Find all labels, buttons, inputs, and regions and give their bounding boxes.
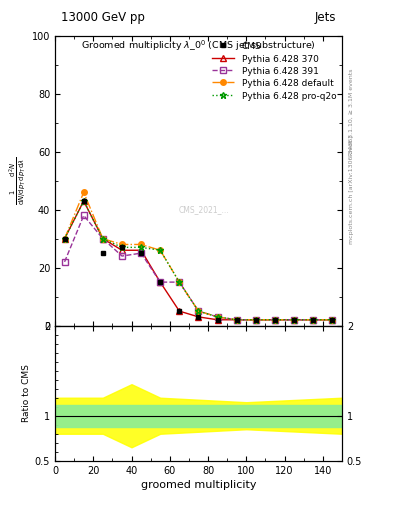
CMS — [119, 244, 124, 250]
Pythia 6.428 default — [81, 189, 86, 196]
Line: Pythia 6.428 370: Pythia 6.428 370 — [62, 198, 335, 323]
Pythia 6.428 pro-q2o — [177, 279, 182, 285]
Pythia 6.428 391 — [158, 279, 163, 285]
Pythia 6.428 391 — [311, 317, 316, 323]
Pythia 6.428 370 — [101, 236, 105, 242]
CMS — [273, 317, 277, 323]
CMS — [215, 317, 220, 323]
Pythia 6.428 default — [215, 314, 220, 320]
Pythia 6.428 pro-q2o — [273, 317, 277, 323]
CMS — [81, 198, 86, 204]
Pythia 6.428 391 — [101, 236, 105, 242]
Pythia 6.428 391 — [81, 212, 86, 219]
Pythia 6.428 pro-q2o — [311, 317, 316, 323]
Pythia 6.428 pro-q2o — [234, 317, 239, 323]
Pythia 6.428 pro-q2o — [139, 244, 143, 250]
CMS — [234, 317, 239, 323]
Pythia 6.428 pro-q2o — [101, 236, 105, 242]
Pythia 6.428 default — [62, 236, 67, 242]
Pythia 6.428 default — [139, 241, 143, 247]
Pythia 6.428 pro-q2o — [330, 317, 335, 323]
CMS — [196, 314, 201, 320]
Pythia 6.428 pro-q2o — [292, 317, 296, 323]
CMS — [253, 317, 258, 323]
Y-axis label: $\frac{1}{\mathrm{d}N/\mathrm{d}p_T}\frac{\mathrm{d}^2N}{\mathrm{d}p_T\,\mathrm{: $\frac{1}{\mathrm{d}N/\mathrm{d}p_T}\fra… — [7, 157, 28, 205]
Pythia 6.428 391 — [330, 317, 335, 323]
Pythia 6.428 default — [177, 279, 182, 285]
Pythia 6.428 default — [234, 317, 239, 323]
Pythia 6.428 default — [330, 317, 335, 323]
Y-axis label: Ratio to CMS: Ratio to CMS — [22, 364, 31, 422]
CMS — [139, 250, 143, 256]
Line: Pythia 6.428 pro-q2o: Pythia 6.428 pro-q2o — [61, 198, 336, 323]
Pythia 6.428 370 — [139, 247, 143, 253]
Pythia 6.428 370 — [292, 317, 296, 323]
Pythia 6.428 391 — [62, 259, 67, 265]
Text: Jets: Jets — [315, 11, 336, 24]
Pythia 6.428 370 — [119, 247, 124, 253]
Text: CMS_2021_...: CMS_2021_... — [179, 205, 230, 214]
Pythia 6.428 391 — [234, 317, 239, 323]
Pythia 6.428 391 — [139, 250, 143, 256]
Pythia 6.428 370 — [311, 317, 316, 323]
Pythia 6.428 default — [311, 317, 316, 323]
Pythia 6.428 370 — [273, 317, 277, 323]
Text: mcplots.cern.ch [arXiv:1306.3436]: mcplots.cern.ch [arXiv:1306.3436] — [349, 135, 354, 244]
Text: 13000 GeV pp: 13000 GeV pp — [61, 11, 145, 24]
Pythia 6.428 391 — [119, 253, 124, 259]
Pythia 6.428 370 — [81, 198, 86, 204]
Pythia 6.428 default — [158, 247, 163, 253]
Pythia 6.428 default — [196, 308, 201, 314]
CMS — [330, 317, 335, 323]
Pythia 6.428 default — [101, 236, 105, 242]
Pythia 6.428 391 — [292, 317, 296, 323]
Pythia 6.428 370 — [234, 317, 239, 323]
Pythia 6.428 391 — [253, 317, 258, 323]
Pythia 6.428 pro-q2o — [215, 314, 220, 320]
Pythia 6.428 pro-q2o — [81, 198, 86, 204]
Line: CMS: CMS — [62, 199, 335, 322]
Pythia 6.428 default — [253, 317, 258, 323]
CMS — [292, 317, 296, 323]
Pythia 6.428 default — [292, 317, 296, 323]
Pythia 6.428 pro-q2o — [196, 308, 201, 314]
CMS — [62, 236, 67, 242]
Pythia 6.428 370 — [158, 279, 163, 285]
Pythia 6.428 370 — [330, 317, 335, 323]
Pythia 6.428 pro-q2o — [253, 317, 258, 323]
Pythia 6.428 391 — [273, 317, 277, 323]
Text: Groomed multiplicity $\lambda\_0^{0}$ (CMS jet substructure): Groomed multiplicity $\lambda\_0^{0}$ (C… — [81, 39, 316, 53]
Pythia 6.428 391 — [196, 308, 201, 314]
Pythia 6.428 default — [119, 241, 124, 247]
Line: Pythia 6.428 391: Pythia 6.428 391 — [62, 212, 335, 323]
Pythia 6.428 pro-q2o — [62, 236, 67, 242]
Pythia 6.428 pro-q2o — [158, 247, 163, 253]
Pythia 6.428 default — [273, 317, 277, 323]
X-axis label: groomed multiplicity: groomed multiplicity — [141, 480, 256, 490]
Legend: CMS, Pythia 6.428 370, Pythia 6.428 391, Pythia 6.428 default, Pythia 6.428 pro-: CMS, Pythia 6.428 370, Pythia 6.428 391,… — [209, 39, 339, 103]
CMS — [158, 279, 163, 285]
Pythia 6.428 370 — [62, 236, 67, 242]
CMS — [311, 317, 316, 323]
CMS — [177, 308, 182, 314]
Pythia 6.428 370 — [253, 317, 258, 323]
Line: Pythia 6.428 default: Pythia 6.428 default — [62, 189, 335, 323]
Pythia 6.428 370 — [196, 314, 201, 320]
Pythia 6.428 370 — [215, 317, 220, 323]
CMS — [101, 250, 105, 256]
Pythia 6.428 370 — [177, 308, 182, 314]
Pythia 6.428 pro-q2o — [119, 244, 124, 250]
Pythia 6.428 391 — [177, 279, 182, 285]
Pythia 6.428 391 — [215, 314, 220, 320]
Text: Rivet 3.1.10, ≥ 3.1M events: Rivet 3.1.10, ≥ 3.1M events — [349, 69, 354, 156]
